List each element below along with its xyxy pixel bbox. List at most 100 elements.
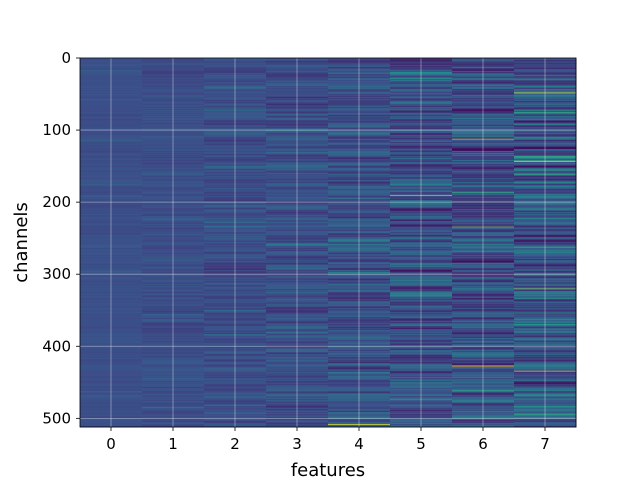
- heatmap-cell: [452, 219, 515, 221]
- heatmap-cell: [328, 205, 391, 207]
- heatmap-cell: [452, 111, 515, 113]
- heatmap-cell: [142, 212, 205, 215]
- heatmap-cell: [266, 272, 329, 274]
- heatmap-cell: [328, 228, 391, 230]
- heatmap-cell: [514, 277, 577, 279]
- heatmap-cell: [328, 103, 391, 105]
- heatmap-cell: [80, 187, 143, 189]
- heatmap-cell: [266, 195, 329, 197]
- heatmap-cell: [390, 223, 453, 225]
- heatmap-cell: [452, 347, 515, 349]
- heatmap-cell: [514, 375, 577, 377]
- heatmap-cell: [80, 93, 143, 95]
- heatmap-cell: [266, 313, 329, 315]
- heatmap-cell: [204, 329, 267, 331]
- heatmap-cell: [514, 323, 577, 326]
- heatmap-cell: [514, 296, 577, 298]
- heatmap-cell: [204, 213, 267, 215]
- heatmap-cell: [452, 228, 515, 230]
- heatmap-cell: [80, 99, 143, 101]
- heatmap-cell: [390, 381, 453, 383]
- heatmap-cell: [514, 330, 577, 332]
- heatmap-cell: [266, 276, 329, 278]
- heatmap-cell: [452, 122, 515, 124]
- heatmap-cell: [266, 235, 329, 237]
- heatmap-cell: [452, 130, 515, 132]
- heatmap-cell: [452, 83, 515, 86]
- heatmap-cell: [204, 290, 267, 292]
- heatmap-cell: [266, 308, 329, 310]
- heatmap-cell: [514, 344, 577, 346]
- heatmap-cell: [328, 100, 391, 102]
- heatmap-cell: [142, 354, 205, 356]
- heatmap-cell: [204, 174, 267, 176]
- heatmap-cell: [142, 373, 205, 375]
- heatmap-cell: [328, 249, 391, 251]
- heatmap-cell: [266, 88, 329, 90]
- heatmap-cell: [204, 197, 267, 199]
- heatmap-cell: [328, 210, 391, 212]
- heatmap-cell: [390, 286, 453, 288]
- heatmap-cell: [390, 68, 453, 70]
- heatmap-cell: [204, 73, 267, 75]
- heatmap-cell: [142, 424, 205, 426]
- heatmap-cell: [142, 403, 205, 405]
- heatmap-cell: [514, 382, 577, 384]
- heatmap-cell: [142, 126, 205, 128]
- heatmap-cell: [514, 215, 577, 217]
- heatmap-cell: [266, 129, 329, 131]
- heatmap-cell: [390, 246, 453, 248]
- heatmap-cell: [328, 281, 391, 283]
- heatmap-cell: [266, 203, 329, 205]
- heatmap-cell: [266, 175, 329, 177]
- heatmap-cell: [142, 372, 205, 374]
- heatmap-cell: [266, 69, 329, 71]
- heatmap-cell: [204, 77, 267, 79]
- heatmap-cell: [328, 92, 391, 94]
- heatmap-cell: [390, 221, 453, 223]
- heatmap-cell: [390, 323, 453, 325]
- heatmap-cell: [514, 304, 577, 306]
- heatmap-cell: [266, 142, 329, 144]
- heatmap-cell: [390, 322, 453, 324]
- heatmap-cell: [266, 72, 329, 74]
- heatmap-cell: [142, 246, 205, 248]
- heatmap-cell: [204, 233, 267, 235]
- heatmap-cell: [390, 327, 453, 329]
- heatmap-cell: [514, 203, 577, 205]
- heatmap-cell: [204, 326, 267, 328]
- heatmap-cell: [80, 162, 143, 164]
- heatmap-cell: [142, 415, 205, 417]
- heatmap-cell: [266, 416, 329, 419]
- heatmap-cell: [266, 350, 329, 352]
- heatmap-cell: [142, 420, 205, 422]
- heatmap-cell: [514, 101, 577, 103]
- heatmap-cell: [266, 130, 329, 132]
- heatmap-cell: [390, 420, 453, 422]
- heatmap-cell: [204, 334, 267, 336]
- heatmap-cell: [80, 106, 143, 108]
- heatmap-cell: [142, 215, 205, 217]
- heatmap-cell: [266, 405, 329, 407]
- heatmap-cell: [328, 355, 391, 357]
- heatmap-cell: [80, 321, 143, 323]
- heatmap-cell: [390, 63, 453, 65]
- heatmap-cell: [390, 197, 453, 199]
- heatmap-cell: [204, 313, 267, 315]
- heatmap-cell: [328, 341, 391, 343]
- heatmap-cell: [328, 222, 391, 224]
- heatmap-cell: [328, 82, 391, 84]
- heatmap-cell: [266, 228, 329, 230]
- heatmap-cell: [204, 396, 267, 398]
- heatmap-cell: [80, 415, 143, 417]
- heatmap-cell: [452, 107, 515, 109]
- heatmap-cell: [204, 204, 267, 206]
- heatmap-cell: [452, 83, 515, 85]
- heatmap-cell: [514, 133, 577, 135]
- heatmap-cell: [390, 196, 453, 198]
- heatmap-cell: [328, 128, 391, 130]
- heatmap-cell: [80, 67, 143, 69]
- heatmap-cell: [80, 352, 143, 354]
- heatmap-cell: [80, 218, 143, 220]
- heatmap-cell: [452, 84, 515, 86]
